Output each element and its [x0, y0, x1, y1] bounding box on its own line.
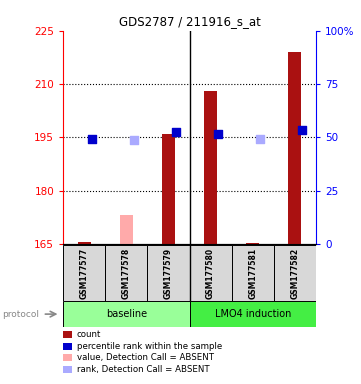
Bar: [78, 242, 91, 244]
Text: GSM177579: GSM177579: [164, 247, 173, 299]
Text: value, Detection Call = ABSENT: value, Detection Call = ABSENT: [77, 353, 214, 362]
Bar: [120, 215, 132, 244]
Bar: [246, 243, 259, 244]
Text: protocol: protocol: [2, 310, 39, 319]
Text: GSM177581: GSM177581: [248, 247, 257, 299]
Bar: [63, 301, 190, 327]
Text: LMO4 induction: LMO4 induction: [214, 309, 291, 319]
Bar: [274, 245, 316, 301]
Text: percentile rank within the sample: percentile rank within the sample: [77, 342, 222, 351]
Bar: [105, 245, 147, 301]
Text: GSM177580: GSM177580: [206, 247, 215, 299]
Bar: [190, 301, 316, 327]
Text: GSM177577: GSM177577: [80, 247, 89, 299]
Bar: [232, 245, 274, 301]
Point: [300, 127, 305, 133]
Point: [215, 131, 221, 137]
Point: [173, 129, 179, 135]
Bar: [63, 245, 105, 301]
Point: [89, 136, 95, 142]
Bar: [204, 91, 217, 244]
Text: baseline: baseline: [106, 309, 147, 319]
Text: rank, Detection Call = ABSENT: rank, Detection Call = ABSENT: [77, 365, 209, 374]
Bar: [147, 245, 190, 301]
Text: count: count: [77, 330, 101, 339]
Bar: [288, 52, 301, 244]
Title: GDS2787 / 211916_s_at: GDS2787 / 211916_s_at: [118, 15, 261, 28]
Bar: [162, 134, 175, 244]
Text: GSM177582: GSM177582: [290, 247, 299, 299]
Point: [257, 136, 263, 142]
Point: [131, 137, 137, 143]
Bar: [190, 245, 232, 301]
Text: GSM177578: GSM177578: [122, 247, 131, 299]
